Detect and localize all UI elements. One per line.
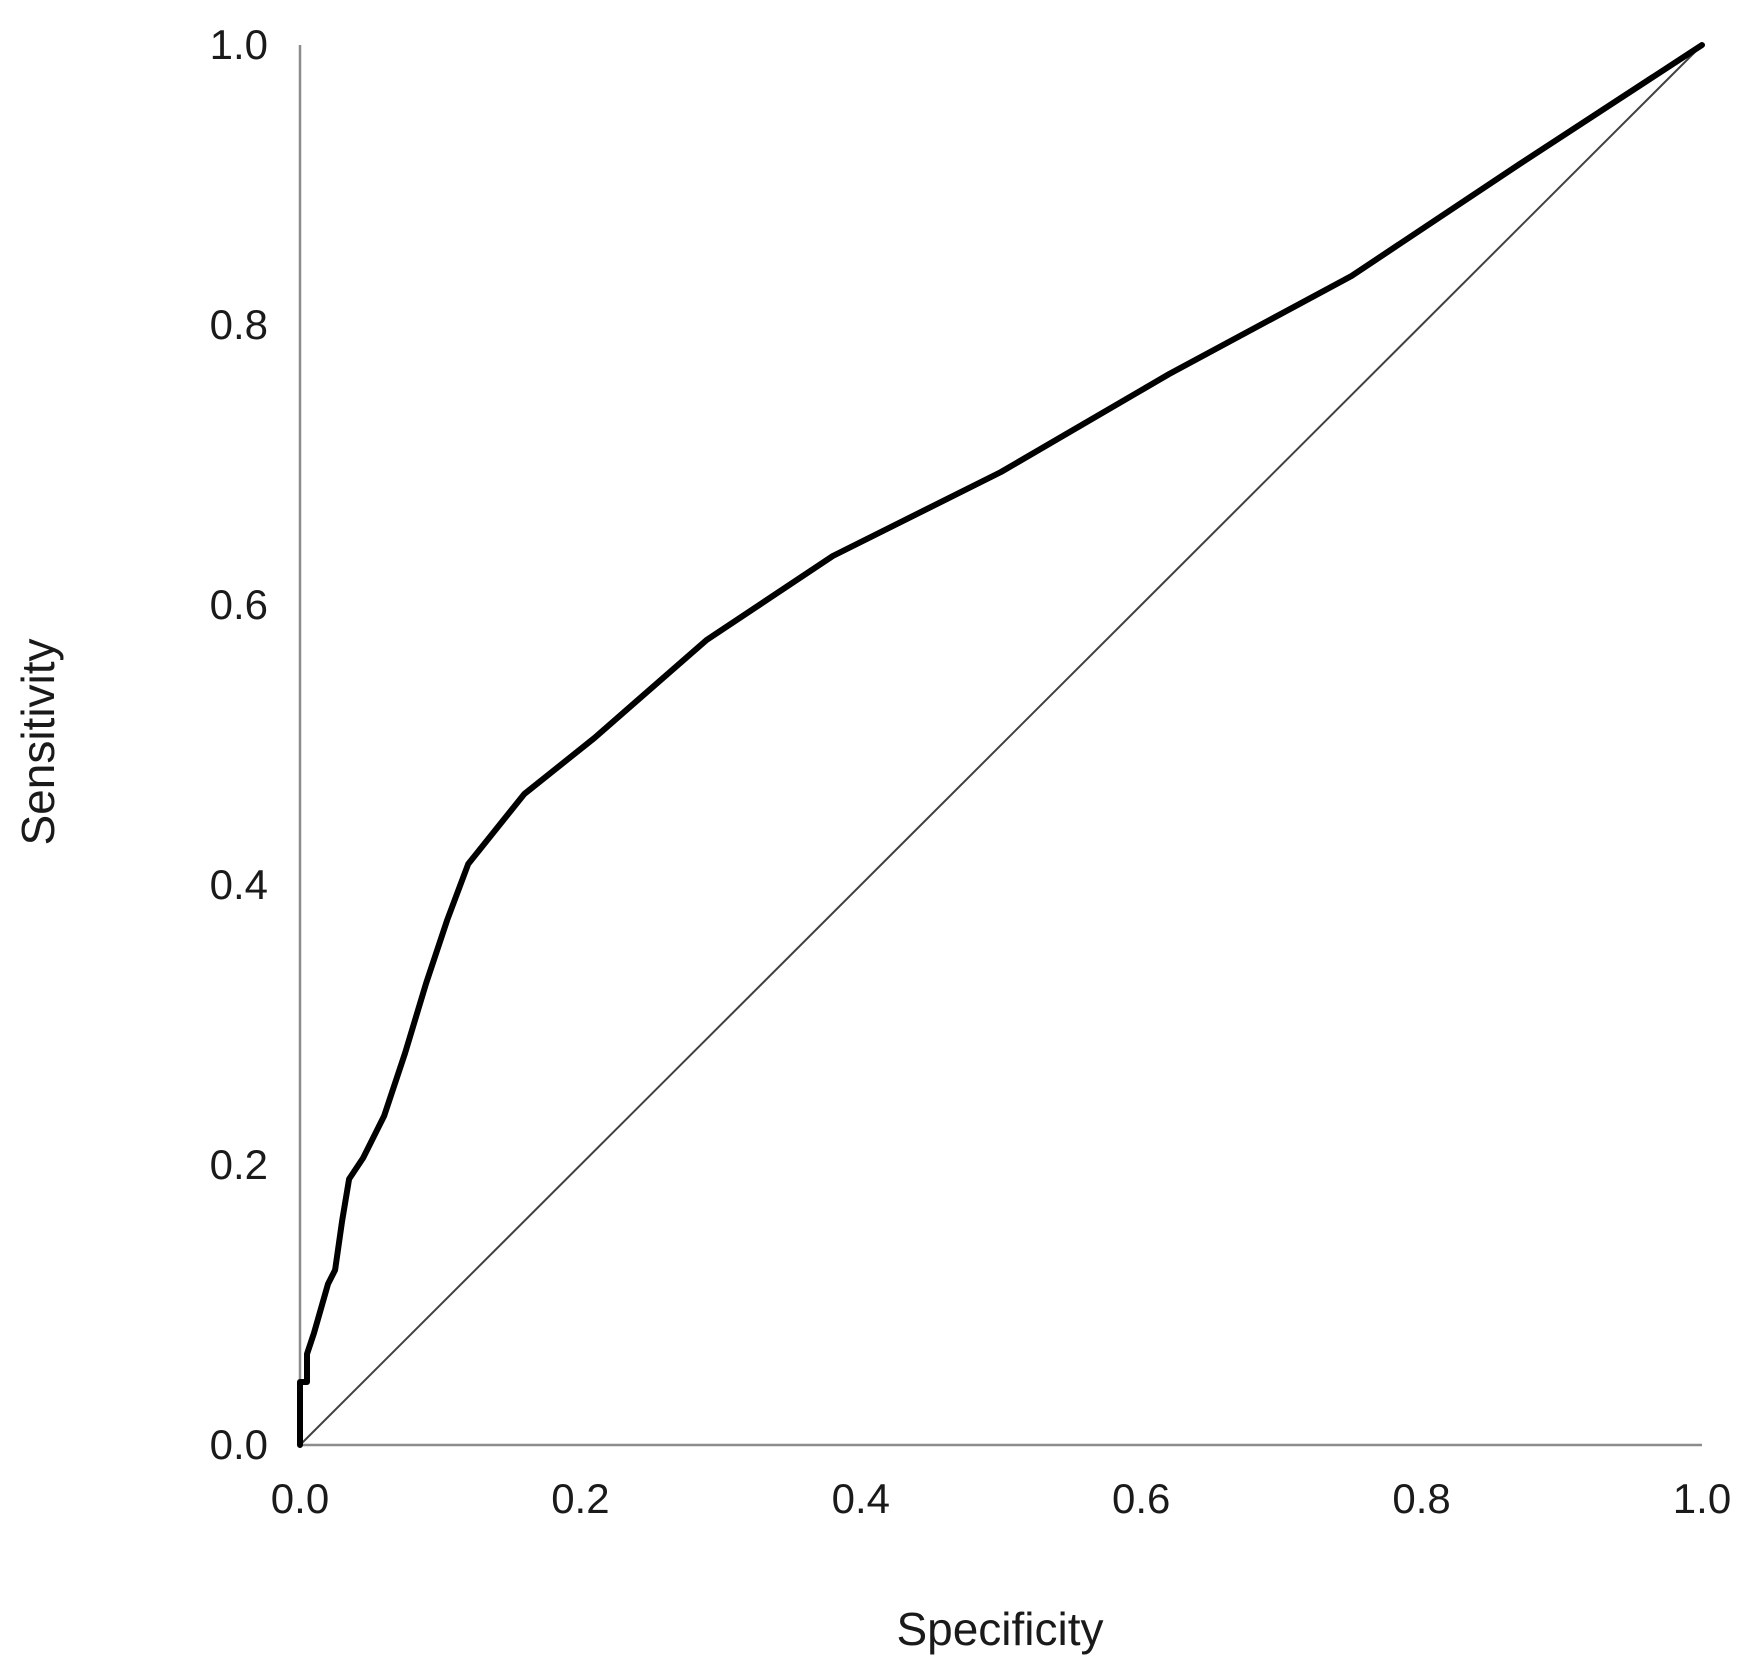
x-tick-label: 0.2 [551, 1475, 609, 1522]
y-tick-label: 0.8 [210, 301, 268, 348]
x-tick-label: 1.0 [1673, 1475, 1731, 1522]
y-tick-label: 1.0 [210, 21, 268, 68]
x-tick-labels: 0.0 0.2 0.4 0.6 0.8 1.0 [271, 1475, 1731, 1522]
x-axis-title: Specificity [896, 1603, 1103, 1655]
y-tick-labels: 0.0 0.2 0.4 0.6 0.8 1.0 [210, 21, 268, 1468]
x-tick-label: 0.6 [1112, 1475, 1170, 1522]
x-tick-label: 0.8 [1392, 1475, 1450, 1522]
x-tick-label: 0.4 [832, 1475, 890, 1522]
y-tick-label: 0.6 [210, 581, 268, 628]
y-tick-label: 0.0 [210, 1421, 268, 1468]
reference-diagonal-line [299, 44, 1703, 1446]
y-axis-title: Sensitivity [12, 638, 64, 845]
y-tick-label: 0.4 [210, 861, 268, 908]
roc-curve-line [297, 42, 1705, 1448]
y-tick-label: 0.2 [210, 1141, 268, 1188]
series [297, 42, 1705, 1448]
x-tick-label: 0.0 [271, 1475, 329, 1522]
axes [298, 45, 1702, 1447]
